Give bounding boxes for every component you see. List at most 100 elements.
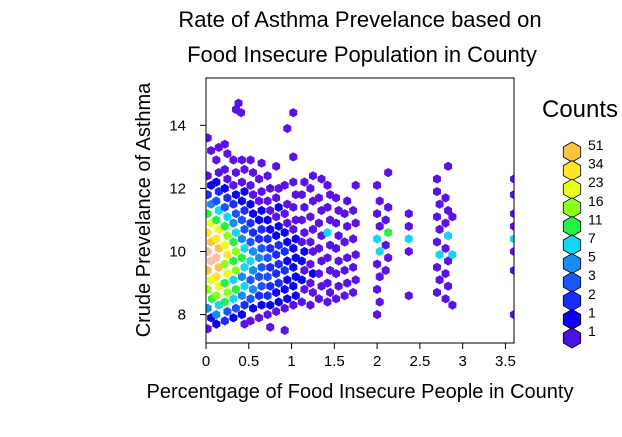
hex-cell (314, 193, 323, 203)
hex-cell (433, 187, 441, 197)
hex-cell (223, 193, 232, 203)
hex-cell (249, 284, 257, 294)
hex-cell (323, 278, 332, 288)
hex-cell (300, 284, 309, 294)
hex-cell (257, 262, 266, 272)
hex-cell (272, 269, 281, 279)
x-tick-label: 1.5 (324, 353, 345, 370)
hex-cell (332, 294, 340, 304)
hex-cell (237, 234, 246, 244)
hex-cell (441, 294, 450, 304)
hex-cell (448, 250, 457, 260)
hex-cell (435, 199, 444, 209)
hex-cell (206, 265, 212, 275)
hex-cell (448, 212, 457, 222)
hex-cell (280, 325, 289, 335)
hex-cell (249, 190, 257, 200)
hex-cell (340, 291, 349, 301)
hex-cell (332, 269, 340, 279)
hex-cell (306, 237, 315, 247)
y-tick-label: 8 (178, 307, 186, 324)
hex-cell (255, 215, 263, 225)
hex-cell (263, 253, 272, 263)
hex-cell (240, 243, 249, 253)
hex-cell (314, 269, 323, 279)
hex-cell (381, 265, 390, 275)
y-tick-label: 14 (169, 117, 186, 134)
hex-cell (280, 265, 289, 275)
hex-cell (510, 246, 514, 257)
hex-cell (343, 196, 352, 206)
hex-cell (314, 218, 323, 228)
legend-label: 1 (588, 323, 596, 339)
legend-swatch (562, 141, 582, 163)
hex-cell (220, 240, 229, 250)
hex-cell (207, 146, 216, 156)
hex-cell (272, 231, 281, 241)
hex-cell (297, 256, 306, 266)
hex-cell (297, 190, 306, 200)
hex-cell (263, 215, 272, 225)
hex-cell (326, 265, 334, 275)
hex-cell (206, 324, 212, 334)
hex-cell (323, 297, 332, 307)
hex-cell (223, 306, 232, 317)
hex-cell (266, 205, 275, 216)
hex-cell (349, 205, 358, 216)
hex-cell (510, 265, 514, 275)
x-tick-label: 0 (202, 353, 210, 370)
hex-cell (444, 161, 453, 171)
hex-cell (300, 202, 309, 212)
hex-cell (249, 228, 257, 238)
hex-cell (272, 287, 281, 298)
hex-cell (246, 155, 255, 165)
hex-cell (334, 231, 343, 241)
hex-cell (237, 196, 246, 206)
hex-cell (349, 262, 358, 272)
hex-cell (332, 193, 340, 203)
hex-cell (229, 275, 238, 285)
hex-cell (229, 155, 238, 165)
hex-cell (448, 300, 457, 310)
hex-cell (283, 237, 292, 247)
hex-cell (220, 221, 229, 231)
hex-cell (263, 171, 272, 181)
legend-swatch (562, 160, 582, 182)
hex-cell (384, 168, 393, 178)
x-axis: 0 0.5 1 1.5 2 2.5 3 3.5 (202, 342, 516, 370)
legend-title: Counts (542, 96, 618, 123)
hex-cell (289, 262, 298, 272)
hex-cell (263, 196, 272, 206)
hex-cell (274, 278, 283, 288)
hex-cell (334, 281, 343, 291)
hex-cell (212, 310, 221, 320)
hex-cell (255, 272, 263, 282)
hex-cell (306, 259, 315, 269)
hex-cell (404, 234, 413, 244)
hex-cell (444, 231, 453, 241)
hex-cell (510, 174, 514, 184)
hex-cell (272, 193, 281, 203)
hex-cell (349, 234, 358, 244)
hex-cell (249, 168, 257, 178)
hex-cell (212, 234, 221, 244)
legend-label: 3 (588, 267, 596, 283)
hex-cell (326, 240, 334, 250)
hex-cell (289, 281, 298, 291)
hex-cell (257, 224, 266, 234)
hex-cell (326, 287, 334, 298)
hex-cell (257, 205, 266, 216)
hex-cell (510, 190, 514, 200)
hex-cell (246, 237, 255, 247)
hex-cell (232, 303, 240, 313)
hex-cell (289, 177, 298, 187)
hex-cell (237, 291, 246, 301)
hex-cell (223, 250, 232, 260)
hex-cell (384, 202, 393, 212)
hex-cell (351, 218, 360, 228)
hex-cell (309, 171, 317, 181)
hex-cell (220, 316, 229, 326)
hex-cell (373, 234, 382, 244)
hex-cell (343, 221, 352, 231)
